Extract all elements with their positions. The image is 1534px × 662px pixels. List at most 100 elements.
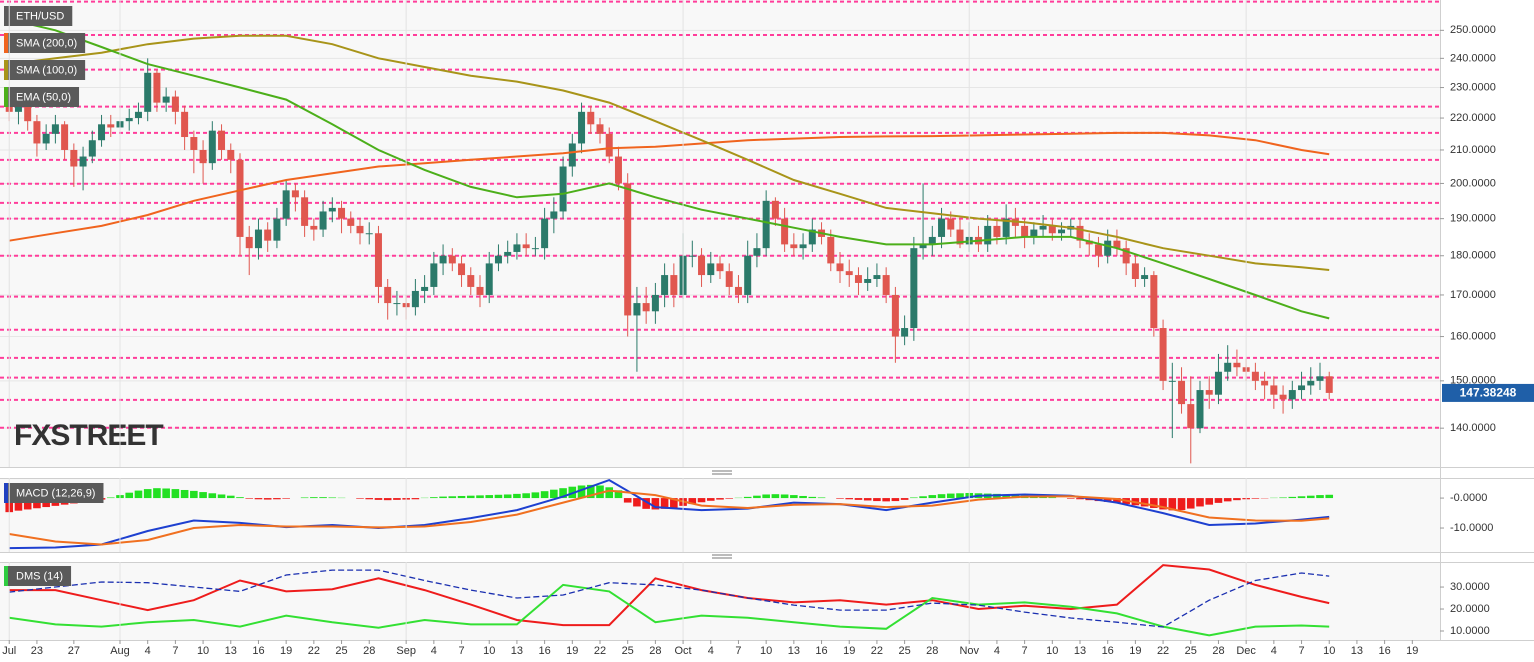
- panel-layer: [0, 0, 1440, 464]
- candle-body: [845, 271, 853, 276]
- macd-panel-bg: [0, 478, 1440, 552]
- candle-body: [88, 140, 96, 157]
- legend-entry-bg: [4, 60, 86, 80]
- watermark: FXSTREET: [14, 419, 163, 452]
- histogram-bar: [660, 498, 669, 509]
- legend-entry: SMA (200,0): [16, 37, 77, 49]
- y-tick-label: 210.0000: [1450, 144, 1496, 156]
- x-tick-label: 10: [483, 645, 495, 657]
- candle-body: [1104, 240, 1112, 256]
- histogram-bar: [614, 490, 623, 499]
- histogram-bar: [771, 494, 780, 499]
- histogram-bar: [1297, 496, 1306, 499]
- candle-body: [707, 263, 715, 276]
- candle-body: [504, 251, 512, 256]
- candle-body: [1251, 371, 1259, 381]
- legend-entry: SMA (100,0): [16, 64, 77, 76]
- candle-body: [522, 244, 530, 249]
- candle-body: [624, 183, 632, 316]
- histogram-bar: [863, 498, 872, 501]
- histogram-bar: [365, 498, 374, 500]
- candle-body: [1159, 328, 1167, 381]
- candle-body: [1307, 380, 1315, 386]
- x-tick-label: 13: [1351, 645, 1363, 657]
- y-tick-label: 200.0000: [1450, 177, 1496, 189]
- histogram-bar: [208, 493, 217, 499]
- candle-body: [1122, 248, 1130, 264]
- x-tick-label: 10: [760, 645, 772, 657]
- x-tick-label: 28: [649, 645, 661, 657]
- candle-body: [421, 286, 429, 291]
- resize-grip[interactable]: [712, 554, 732, 559]
- histogram-bar: [1159, 498, 1167, 510]
- candle-body: [559, 166, 567, 212]
- y-tick-label: 250.0000: [1450, 24, 1496, 36]
- histogram-bar: [476, 495, 484, 499]
- histogram-bar: [226, 495, 235, 499]
- candle-body: [854, 275, 862, 283]
- panel-title: MACD (12,26,9): [16, 487, 95, 499]
- x-tick-label: 13: [788, 645, 800, 657]
- x-tick-label: 10: [1323, 645, 1335, 657]
- panel-title-bg: [4, 483, 104, 503]
- candle-body: [1316, 376, 1324, 381]
- histogram-bar: [1196, 498, 1204, 507]
- histogram-bar: [540, 491, 549, 499]
- y-tick-label: 10.0000: [1450, 625, 1490, 637]
- candle-body: [938, 218, 946, 237]
- x-tick-label: 19: [280, 645, 292, 657]
- candle-body: [1021, 225, 1029, 237]
- candle-body: [901, 328, 909, 337]
- candle-body: [716, 263, 724, 272]
- histogram-bar: [670, 498, 678, 508]
- histogram-bar: [1113, 498, 1121, 503]
- candle-body: [670, 275, 678, 295]
- x-tick-label: 7: [735, 645, 741, 657]
- candle-body: [1233, 362, 1241, 368]
- histogram-bar: [900, 498, 909, 500]
- x-tick-label: 4: [1271, 645, 1277, 657]
- y-tick-label: 160.0000: [1450, 330, 1496, 342]
- x-tick-label: 23: [31, 645, 43, 657]
- candle-body: [790, 244, 798, 249]
- x-tick-label: 28: [363, 645, 375, 657]
- histogram-bar: [1177, 498, 1186, 511]
- x-tick-label: 25: [1185, 645, 1197, 657]
- candle-body: [301, 197, 309, 226]
- price-tag: [1442, 383, 1534, 402]
- histogram-bar: [633, 498, 641, 507]
- candle-body: [661, 275, 669, 295]
- x-tick-label: 13: [225, 645, 237, 657]
- legend-entry: EMA (50,0): [16, 91, 71, 103]
- candle-body: [328, 207, 336, 212]
- histogram-bar: [217, 494, 226, 499]
- candle-body: [291, 190, 299, 198]
- histogram-bar: [33, 498, 41, 509]
- histogram-bar: [753, 495, 761, 499]
- indicator-line: [8, 18, 1330, 320]
- histogram-bar: [485, 495, 494, 499]
- candle-body: [494, 255, 502, 264]
- candle-body: [734, 286, 742, 295]
- histogram-bar: [171, 489, 180, 499]
- histogram-bar: [642, 498, 650, 509]
- candle-body: [42, 133, 50, 144]
- histogram-bar: [180, 489, 189, 499]
- histogram-bar: [457, 495, 466, 499]
- histogram-bar: [928, 495, 937, 499]
- candle-body: [282, 190, 290, 219]
- candle-body: [208, 130, 216, 164]
- y-tick-label: -10.0000: [1450, 522, 1493, 534]
- candle-body: [827, 236, 835, 264]
- histogram-bar: [430, 497, 438, 499]
- histogram-bar: [134, 490, 143, 499]
- candle-body: [310, 225, 318, 230]
- indicator-line: [9, 583, 1330, 637]
- histogram-bar: [190, 490, 198, 499]
- histogram-bar: [854, 498, 863, 500]
- histogram-bar: [263, 498, 272, 500]
- histogram-bar: [1214, 498, 1223, 503]
- resize-grip[interactable]: [712, 470, 732, 475]
- candle-body: [162, 96, 170, 103]
